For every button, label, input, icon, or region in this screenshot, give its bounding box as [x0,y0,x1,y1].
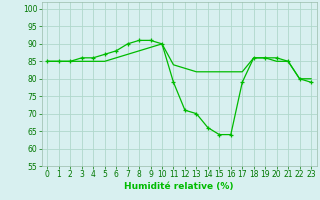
X-axis label: Humidité relative (%): Humidité relative (%) [124,182,234,191]
